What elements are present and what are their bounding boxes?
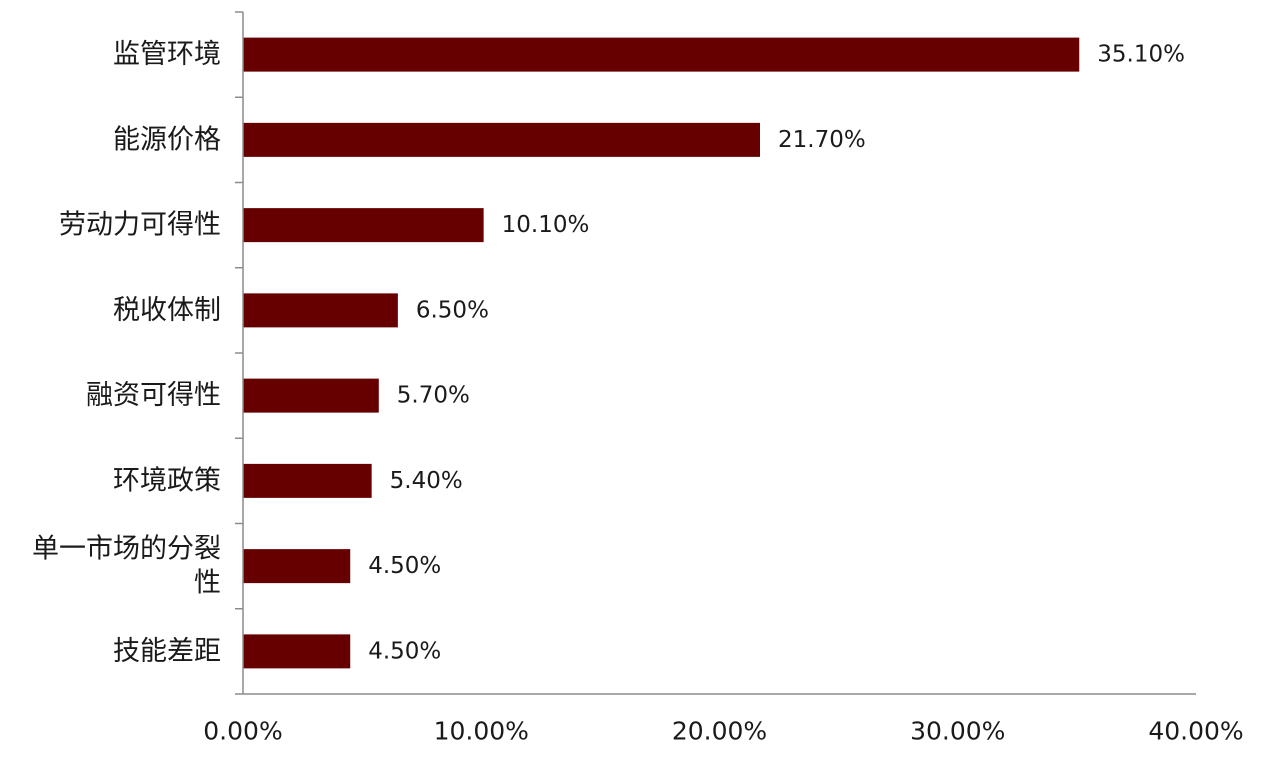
bar-2 (243, 208, 484, 243)
x-tick-label-2: 20.00% (672, 717, 767, 746)
category-label-1: 能源价格 (113, 124, 221, 155)
category-label-5: 环境政策 (113, 465, 221, 496)
x-tick-label-3: 30.00% (910, 717, 1005, 746)
x-tick-label-4: 40.00% (1148, 717, 1243, 746)
labels-layer: 35.10% 监管环境 21.70% 能源价格 10.10% 劳动力可得性 6.50% 税收体… (32, 39, 1244, 745)
value-label-2: 10.10% (502, 212, 590, 238)
x-tick-label-0: 0.00% (203, 717, 282, 746)
bar-7 (243, 634, 351, 669)
bar-4 (243, 378, 379, 413)
bar-1 (243, 122, 761, 157)
category-label-7: 技能差距 (113, 636, 221, 667)
value-label-6: 4.50% (368, 553, 441, 579)
value-label-4: 5.70% (397, 383, 470, 409)
value-label-7: 4.50% (368, 638, 441, 664)
value-label-0: 35.10% (1097, 42, 1185, 68)
category-label-6: 单一市场的分裂性 (32, 534, 221, 599)
category-label-3: 税收体制 (113, 295, 221, 326)
bar-0 (243, 37, 1080, 72)
category-label-2: 劳动力可得性 (59, 210, 221, 241)
value-label-3: 6.50% (416, 297, 489, 323)
axes-layer (235, 11, 1196, 695)
category-label-0: 监管环境 (113, 39, 221, 70)
bar-3 (243, 293, 398, 328)
category-label-4: 融资可得性 (86, 380, 221, 411)
bar-5 (243, 463, 372, 498)
x-tick-label-1: 10.00% (434, 717, 529, 746)
value-label-5: 5.40% (390, 468, 463, 494)
bars-layer (243, 37, 1080, 669)
value-label-1: 21.70% (778, 127, 866, 153)
bar-6 (243, 549, 351, 584)
